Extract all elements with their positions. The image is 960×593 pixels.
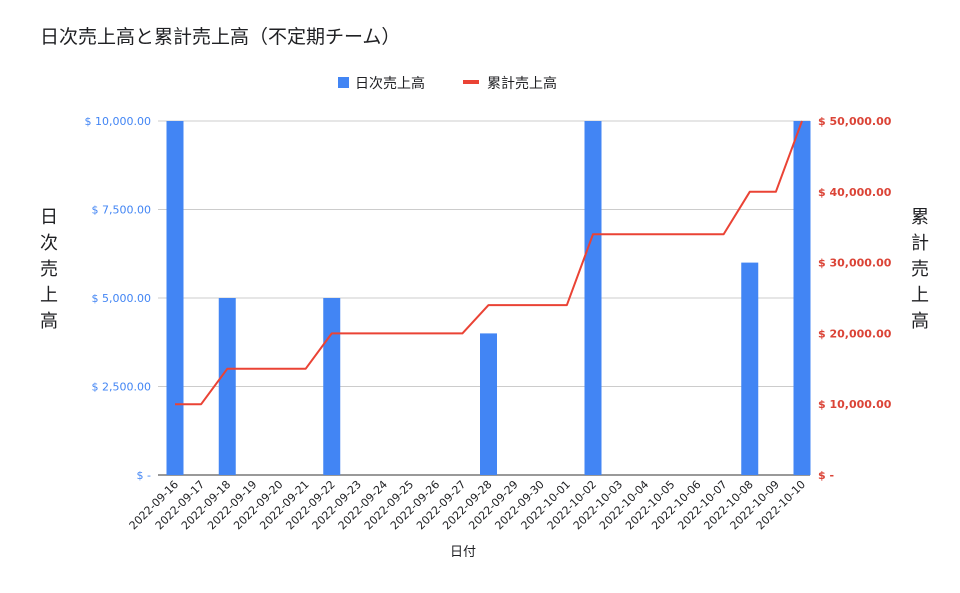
y-tick-label-left: $ 7,500.00 bbox=[92, 204, 151, 217]
y-tick-label-right: $ 40,000.00 bbox=[818, 186, 892, 199]
cumulative-line bbox=[175, 120, 803, 406]
bar bbox=[741, 262, 759, 475]
gridlines bbox=[158, 120, 810, 476]
y-tick-label-left: $ 10,000.00 bbox=[85, 115, 151, 128]
bar bbox=[218, 298, 236, 475]
axis-title-char: 累 bbox=[911, 207, 929, 228]
x-axis-title: 日付 bbox=[450, 545, 476, 560]
axis-title-char: 売 bbox=[911, 259, 929, 280]
y-tick-label-right: $ 50,000.00 bbox=[818, 115, 892, 128]
bar bbox=[166, 121, 184, 475]
axis-title-char: 上 bbox=[911, 285, 929, 306]
bar-series bbox=[166, 121, 811, 475]
y-axis-right-title: 累計売上高 bbox=[911, 207, 929, 332]
legend-swatch-bar bbox=[338, 77, 349, 88]
axis-title-char: 上 bbox=[40, 285, 58, 306]
chart-title: 日次売上高と累計売上高（不定期チーム） bbox=[40, 26, 400, 48]
y-axis-left-title: 日次売上高 bbox=[40, 207, 58, 332]
y-tick-label-right: $ 20,000.00 bbox=[818, 327, 892, 340]
legend-label-bar: 日次売上高 bbox=[355, 75, 425, 92]
y-tick-label-left: $ - bbox=[137, 469, 151, 482]
y-tick-label-left: $ 5,000.00 bbox=[92, 292, 151, 305]
axis-title-char: 売 bbox=[40, 259, 58, 280]
axis-title-char: 次 bbox=[40, 233, 58, 254]
y-tick-label-right: $ 10,000.00 bbox=[818, 398, 892, 411]
bar bbox=[480, 333, 497, 475]
axis-title-char: 日 bbox=[40, 207, 58, 228]
line-series bbox=[175, 120, 803, 406]
legend-swatch-line bbox=[463, 80, 479, 84]
y-axis-right-ticks: $ - $ 10,000.00 $ 20,000.00 $ 30,000.00 $ 40… bbox=[818, 115, 892, 482]
legend: 日次売上高 累計売上高 bbox=[338, 75, 557, 92]
y-axis-left-ticks: $ - $ 2,500.00 $ 5,000.00 $ 7,500.00 $ 10,00… bbox=[85, 115, 152, 482]
bar bbox=[584, 121, 602, 475]
bar bbox=[793, 121, 811, 475]
legend-label-line: 累計売上高 bbox=[487, 75, 557, 92]
y-tick-label-right: $ 30,000.00 bbox=[818, 257, 892, 270]
axis-title-char: 計 bbox=[911, 233, 929, 254]
axis-title-char: 高 bbox=[911, 311, 929, 332]
x-axis-ticks: 2022-09-162022-09-172022-09-182022-09-19… bbox=[127, 478, 808, 532]
axis-title-char: 高 bbox=[40, 311, 58, 332]
y-tick-label-right: $ - bbox=[818, 469, 834, 482]
bar bbox=[323, 298, 341, 475]
y-tick-label-left: $ 2,500.00 bbox=[92, 381, 151, 394]
